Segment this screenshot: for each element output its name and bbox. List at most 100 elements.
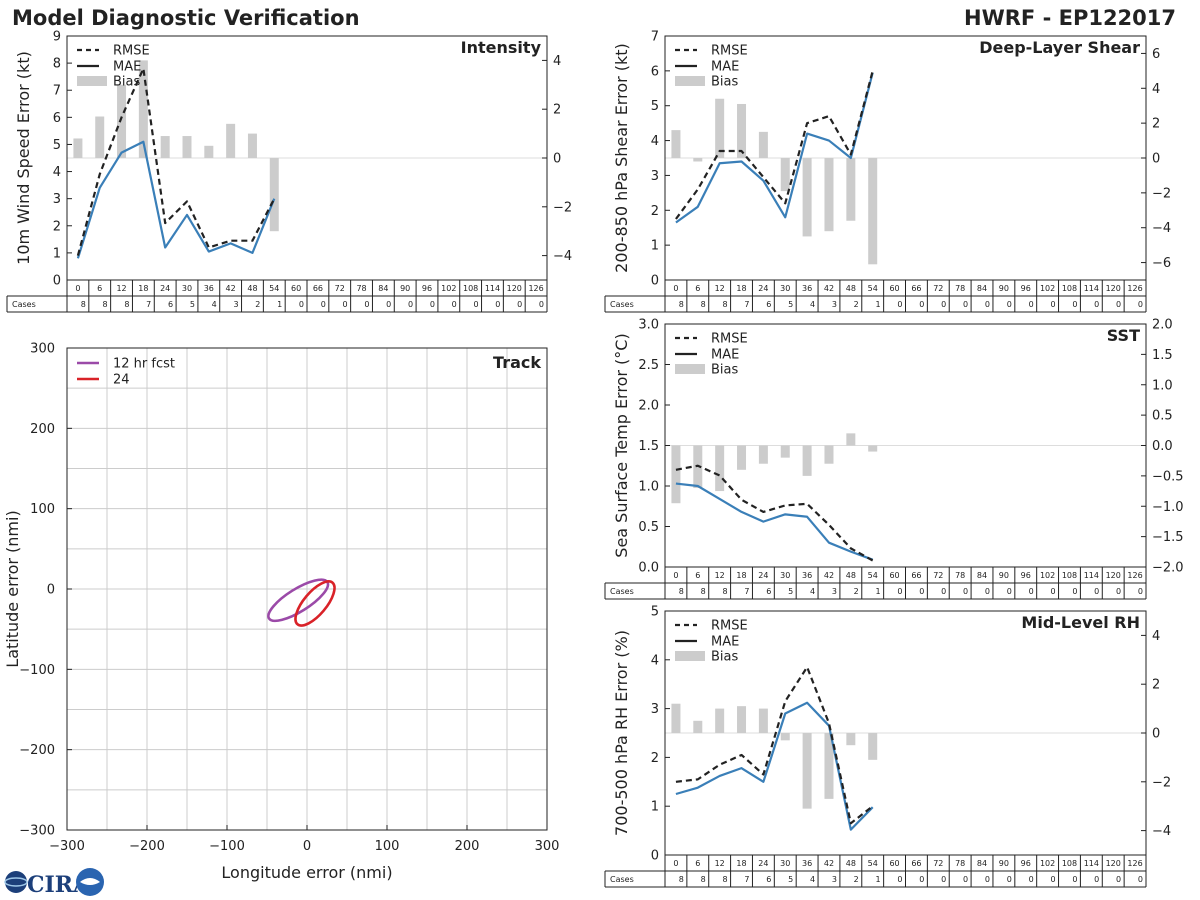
sst-cases-18: 7 (744, 587, 749, 596)
intensity-cases-96: 0 (430, 300, 435, 309)
intensity-ytick-label: 2 (53, 219, 61, 234)
intensity-cases-72: 0 (343, 300, 348, 309)
rh-cases-30: 5 (788, 875, 793, 884)
shear-cases-102: 0 (1050, 300, 1055, 309)
intensity-lead-time-84: 84 (378, 284, 388, 293)
sst-ylabel: Sea Surface Temp Error (°C) (612, 333, 631, 557)
sst-bias-bar-24 (758, 445, 768, 464)
shear-cases-48: 2 (854, 300, 859, 309)
rh-cases-114: 0 (1094, 875, 1099, 884)
intensity-cases-36: 4 (212, 300, 217, 309)
shear-cases-60: 0 (897, 300, 902, 309)
shear-lead-time-90: 90 (999, 284, 1009, 293)
sst-lead-time-120: 120 (1106, 571, 1121, 580)
shear-legend-bias-swatch (675, 76, 705, 86)
shear-bias-bar-36 (802, 158, 812, 237)
track-legend-label-0: 12 hr fcst (113, 357, 175, 372)
shear-cases-90: 0 (1007, 300, 1012, 309)
rh-lead-time-102: 102 (1040, 859, 1055, 868)
shear-bias-bar-30 (780, 158, 790, 192)
intensity-cases-78: 0 (364, 300, 369, 309)
rh-y2tick-label: 4 (1152, 629, 1160, 644)
sst-panel: 0.0 0.5 1.0 1.5 2.0 2.5 3.0 −2.0 −1.5 −1.0 −0.5 0.0… (604, 318, 1184, 600)
rh-ylabel: 700-500 hPa RH Error (%) (612, 630, 631, 836)
intensity-lead-time-36: 36 (204, 284, 214, 293)
shear-lead-time-6: 6 (695, 284, 700, 293)
sst-cases-126: 0 (1138, 587, 1143, 596)
intensity-legend-bias-label: Bias (113, 75, 140, 90)
rh-cases-126: 0 (1138, 875, 1143, 884)
shear-y2tick-label: 2 (1152, 117, 1160, 132)
sst-lead-time-114: 114 (1084, 571, 1099, 580)
shear-lead-time-96: 96 (1021, 284, 1031, 293)
intensity-lead-time-108: 108 (463, 284, 478, 293)
shear-bias-bar-24 (758, 131, 768, 158)
sst-lead-time-42: 42 (824, 571, 834, 580)
sst-lead-time-6: 6 (695, 571, 700, 580)
rh-lead-time-72: 72 (933, 859, 943, 868)
intensity-lead-time-48: 48 (247, 284, 257, 293)
sst-lead-time-54: 54 (868, 571, 878, 580)
intensity-lead-time-72: 72 (335, 284, 345, 293)
sst-cases-102: 0 (1050, 587, 1055, 596)
intensity-cases-114: 0 (495, 300, 500, 309)
intensity-y2tick-label: −2 (553, 200, 572, 215)
intensity-lead-time-120: 120 (507, 284, 522, 293)
sst-mae-line (675, 482, 874, 561)
track-xtick-label: −200 (129, 839, 165, 854)
shear-legend-rmse-label: RMSE (711, 44, 748, 59)
rh-legend-bias-swatch (675, 651, 705, 661)
shear-ytick-label: 6 (651, 64, 659, 79)
shear-cases-24: 6 (766, 300, 771, 309)
rh-ytick-label: 2 (651, 751, 659, 766)
rh-ytick-label: 1 (651, 800, 659, 815)
intensity-lead-time-60: 60 (291, 284, 301, 293)
rh-lead-time-66: 66 (911, 859, 921, 868)
rh-bias-bar-48 (846, 733, 856, 746)
rh-cases-66: 0 (919, 875, 924, 884)
shear-lead-time-18: 18 (736, 284, 746, 293)
rh-bias-bar-6 (693, 720, 703, 733)
track-ellipse-24hr (294, 580, 336, 627)
intensity-cases-6: 8 (103, 300, 108, 309)
sst-ytick-label: 3.0 (638, 318, 659, 333)
shear-lead-time-48: 48 (846, 284, 856, 293)
sst-bias-bar-48 (846, 433, 856, 446)
sst-y2tick-label: 0.5 (1152, 409, 1173, 424)
shear-cases-30: 5 (788, 300, 793, 309)
sst-legend-bias-label: Bias (711, 363, 738, 378)
intensity-ytick-label: 6 (53, 111, 61, 126)
shear-cases-12: 8 (722, 300, 727, 309)
rh-cases-108: 0 (1072, 875, 1077, 884)
intensity-lead-time-54: 54 (269, 284, 279, 293)
sst-cases-90: 0 (1007, 587, 1012, 596)
intensity-title: Intensity (461, 38, 542, 57)
shear-cases-84: 0 (985, 300, 990, 309)
track-xtick-label: 300 (535, 839, 560, 854)
rh-lead-time-0: 0 (673, 859, 678, 868)
track-ytick-label: 200 (30, 422, 55, 437)
intensity-bias-bar-0 (73, 138, 83, 158)
shear-cases-108: 0 (1072, 300, 1077, 309)
rh-bias-bar-18 (737, 706, 747, 733)
intensity-y2tick-label: 4 (553, 54, 561, 69)
rh-bias-bar-12 (715, 708, 725, 733)
shear-lead-time-24: 24 (758, 284, 768, 293)
shear-cases-126: 0 (1138, 300, 1143, 309)
intensity-cases-102: 0 (452, 300, 457, 309)
intensity-bias-bar-18 (138, 60, 148, 158)
sst-cases-120: 0 (1116, 587, 1121, 596)
sst-bias-bar-12 (715, 445, 725, 492)
intensity-bias-bar-30 (182, 136, 192, 158)
sst-y2tick-label: −1.0 (1152, 500, 1184, 515)
shear-y2tick-label: −4 (1152, 221, 1171, 236)
rh-ytick-label: 5 (651, 605, 659, 620)
shear-cases-72: 0 (941, 300, 946, 309)
intensity-cases-label: Cases (12, 300, 36, 309)
rh-cases-54: 1 (876, 875, 881, 884)
intensity-cases-120: 0 (517, 300, 522, 309)
sst-lead-time-12: 12 (715, 571, 725, 580)
sst-cases-114: 0 (1094, 587, 1099, 596)
intensity-rmse-line (76, 67, 276, 256)
